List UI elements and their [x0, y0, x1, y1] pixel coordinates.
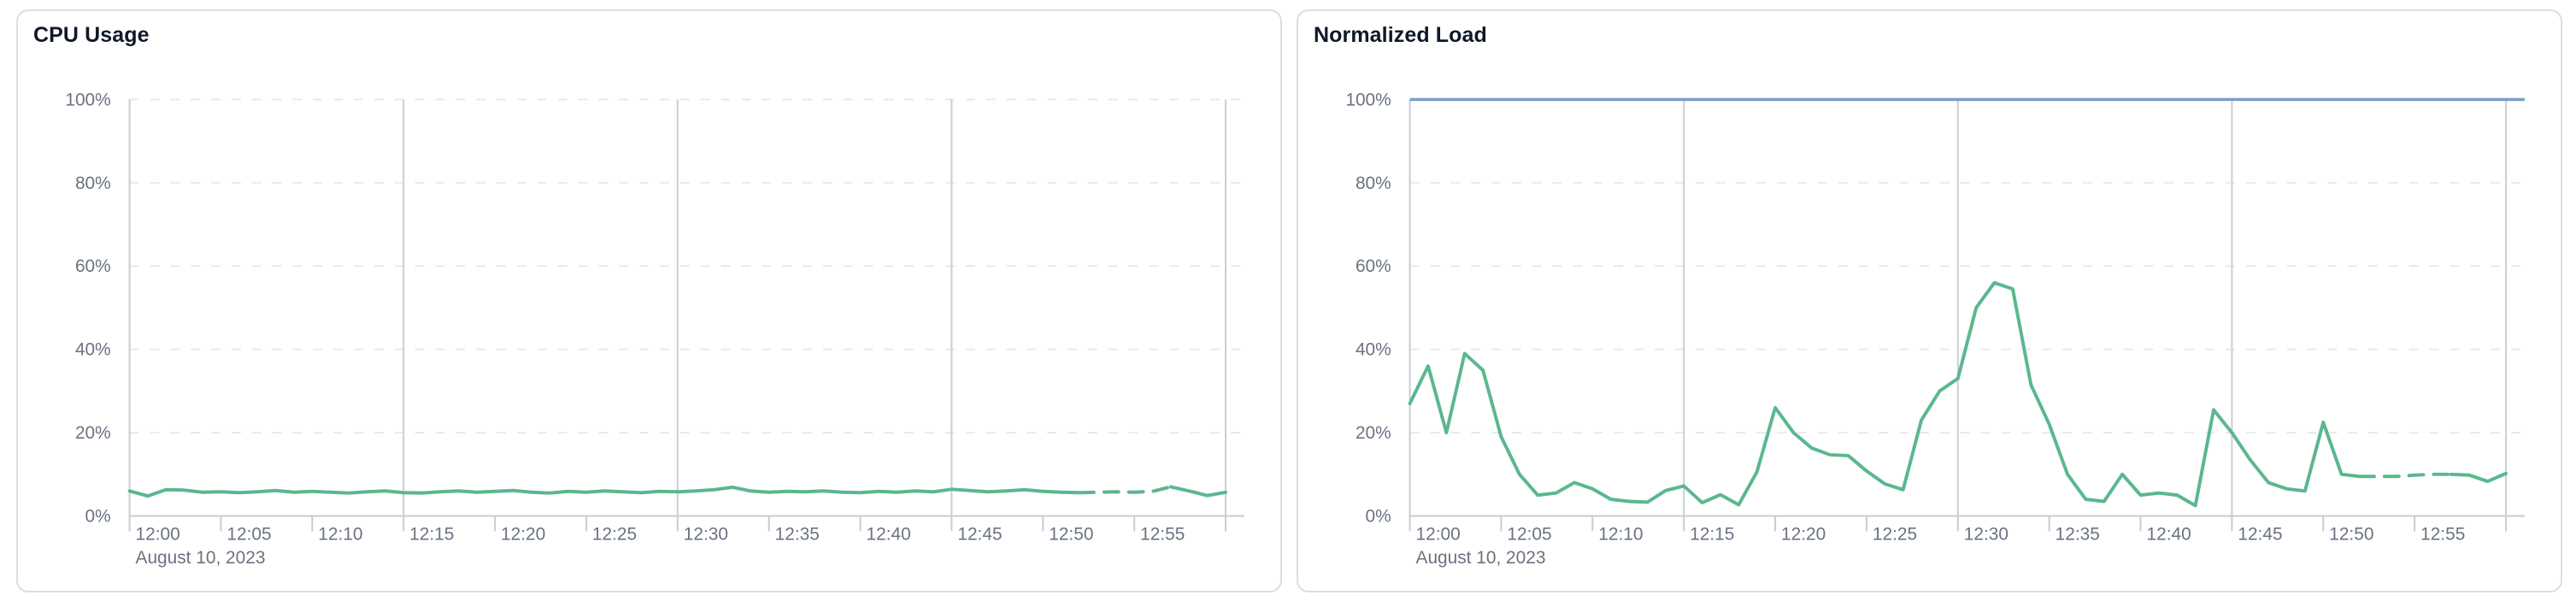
chart-title: CPU Usage	[33, 23, 150, 47]
x-axis-label: 12:35	[2056, 524, 2100, 544]
x-axis-label: 12:55	[2420, 524, 2465, 544]
x-axis-label: 12:40	[867, 524, 911, 544]
x-axis-label: 12:20	[501, 524, 545, 544]
normalized-load-panel: 0% 20% 40% 60% 80% 100% 12:00 12:05 12:10 12:15 12…	[1297, 9, 2562, 592]
normalized-load-chart[interactable]: 0% 20% 40% 60% 80% 100% 12:00 12:05 12:10 12:15 12…	[1298, 11, 2561, 591]
y-axis-label: 80%	[75, 174, 111, 193]
normalized-load-line-end	[2449, 471, 2508, 484]
y-axis-label: 20%	[1356, 423, 1391, 443]
cpu-usage-line-end	[1168, 485, 1228, 498]
normalized-load-line	[1408, 280, 2362, 508]
y-axis-label: 40%	[1356, 340, 1391, 360]
x-axis-date-label: August 10, 2023	[136, 548, 266, 568]
x-axis-label: 12:50	[2329, 524, 2373, 544]
x-axis-label: 12:05	[226, 524, 271, 544]
y-axis-label: 100%	[65, 90, 110, 109]
x-axis-label: 12:55	[1140, 524, 1185, 544]
chart-title: Normalized Load	[1314, 23, 1487, 47]
x-axis-label: 12:45	[2238, 524, 2282, 544]
x-axis-label: 12:30	[1964, 524, 2008, 544]
x-axis-label: 12:10	[318, 524, 362, 544]
x-axis-label: 12:25	[592, 524, 637, 544]
y-axis-label: 100%	[1345, 90, 1391, 109]
x-axis-label: 12:25	[1873, 524, 1917, 544]
cpu-usage-line	[127, 485, 1082, 498]
normalized-load-line-projected	[2358, 472, 2453, 479]
x-axis-label: 12:05	[1507, 524, 1551, 544]
x-axis-date-label: August 10, 2023	[1416, 548, 1546, 568]
cpu-usage-chart[interactable]: 0% 20% 40% 60% 80% 100% 12:00 12:05 12:10 12:15 12…	[18, 11, 1280, 591]
cpu-usage-panel: 0% 20% 40% 60% 80% 100% 12:00 12:05 12:10 12:15 12…	[16, 9, 1282, 592]
x-axis-label: 12:30	[684, 524, 728, 544]
y-axis-label: 80%	[1356, 174, 1391, 193]
y-axis-label: 20%	[75, 423, 111, 443]
x-axis-label: 12:35	[775, 524, 820, 544]
y-axis-label: 60%	[1356, 256, 1391, 276]
x-axis-label: 12:50	[1049, 524, 1093, 544]
x-axis-label: 12:15	[409, 524, 454, 544]
y-axis-label: 0%	[85, 506, 111, 526]
cpu-usage-line-projected	[1078, 485, 1173, 495]
y-axis-label: 60%	[75, 256, 111, 276]
x-axis-label: 12:45	[957, 524, 1002, 544]
y-axis-label: 40%	[75, 340, 111, 360]
x-axis-label: 12:10	[1598, 524, 1643, 544]
x-axis-label: 12:15	[1690, 524, 1734, 544]
x-axis-label: 12:40	[2147, 524, 2191, 544]
x-axis-label: 12:00	[136, 524, 180, 544]
y-axis-label: 0%	[1366, 506, 1391, 526]
x-axis-label: 12:20	[1781, 524, 1826, 544]
x-axis-label: 12:00	[1416, 524, 1461, 544]
